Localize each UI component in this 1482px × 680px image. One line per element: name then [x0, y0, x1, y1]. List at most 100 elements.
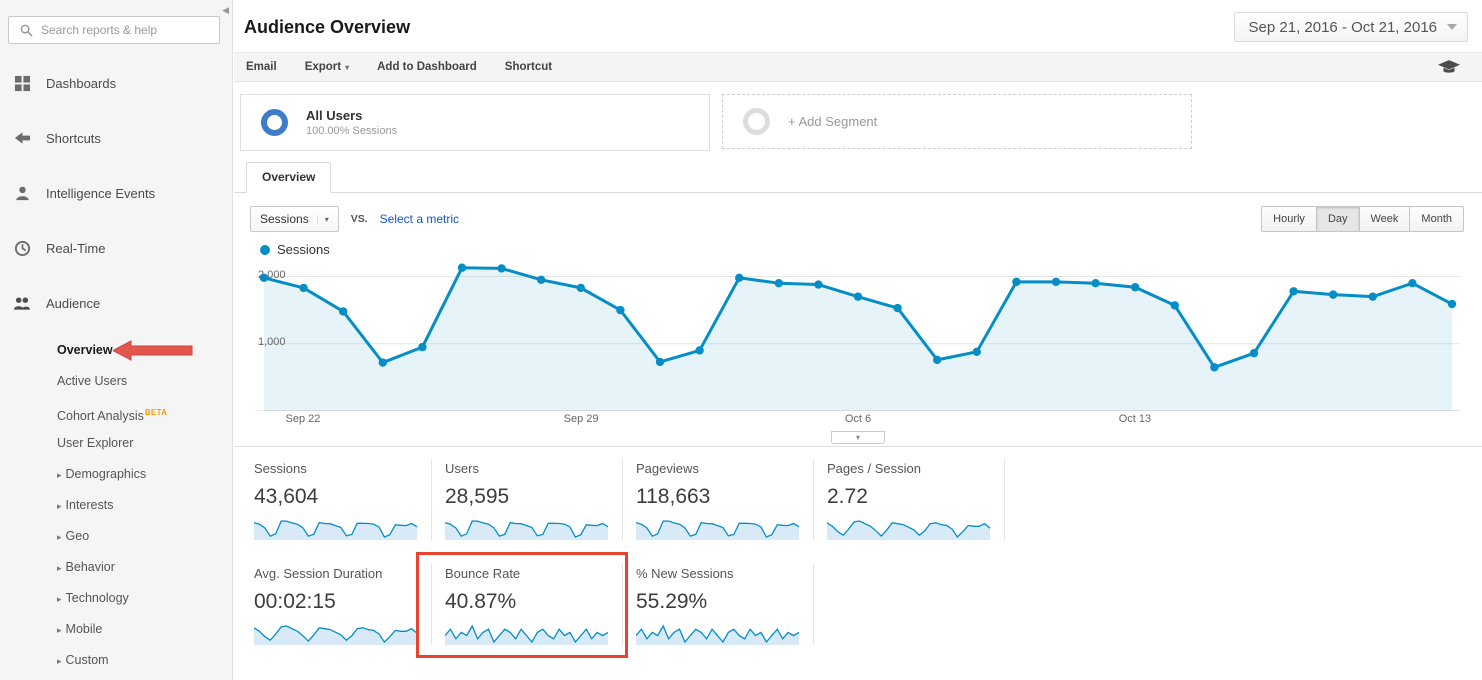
metric-sessions: Sessions 43,604: [254, 459, 432, 540]
y-axis-label: 2,000: [258, 269, 286, 281]
granularity-button-group: Hourly Day Week Month: [1261, 206, 1464, 232]
email-button[interactable]: Email: [246, 61, 277, 73]
chart-legend: Sessions: [234, 242, 1482, 257]
sessions-line-chart[interactable]: [256, 261, 1460, 411]
metric-users: Users 28,595: [432, 459, 623, 540]
date-range-selector[interactable]: Sep 21, 2016 - Oct 21, 2016: [1233, 12, 1468, 42]
subnav-label: Behavior: [65, 560, 115, 574]
metric-value: 43,604: [254, 485, 319, 508]
metric-selector-dropdown[interactable]: Sessions ▾: [250, 206, 339, 232]
metric-bounce-rate: Bounce Rate 40.87%: [416, 552, 628, 658]
sessions-legend-dot-icon: [260, 244, 270, 255]
x-axis-label: Sep 22: [285, 413, 321, 425]
sidebar-item-behavior[interactable]: ▸ Behavior: [0, 552, 232, 583]
add-segment-circle-icon: [743, 108, 770, 135]
caret-down-icon: ▾: [345, 62, 350, 72]
y-axis-label: 1,000: [258, 336, 286, 348]
metric-label: Users: [445, 461, 479, 476]
main-content: Audience Overview Sep 21, 2016 - Oct 21,…: [234, 0, 1482, 680]
select-a-metric-link[interactable]: Select a metric: [379, 212, 460, 226]
search-input[interactable]: [41, 23, 211, 37]
bounce-rate-sparkline: [445, 624, 608, 645]
shortcut-button[interactable]: Shortcut: [505, 61, 552, 73]
metric-label: Avg. Session Duration: [254, 566, 383, 581]
report-header: Audience Overview Sep 21, 2016 - Oct 21,…: [234, 0, 1482, 52]
sidebar-item-label: Intelligence Events: [46, 186, 156, 201]
sidebar-item-interests[interactable]: ▸ Interests: [0, 490, 232, 521]
sidebar-item-mobile[interactable]: ▸ Mobile: [0, 614, 232, 645]
sidebar-item-technology[interactable]: ▸ Technology: [0, 583, 232, 614]
sessions-chart-area: 2,000 1,000: [256, 261, 1460, 411]
metric-value: 40.87%: [445, 590, 517, 613]
scorecard-row: Sessions 43,604 Users 28,595 Pageviews 1…: [254, 459, 1482, 540]
sidebar-collapse-icon[interactable]: ◀: [222, 5, 229, 15]
granularity-hourly-button[interactable]: Hourly: [1261, 206, 1317, 232]
expand-caret-icon: ▸: [57, 532, 62, 542]
subnav-label: Custom: [65, 653, 109, 667]
sidebar-item-demographics[interactable]: ▸ Demographics: [0, 459, 232, 490]
shortcuts-icon: [13, 130, 31, 148]
sidebar-item-label: Dashboards: [46, 76, 117, 91]
avg-session-duration-sparkline: [254, 625, 417, 645]
segment-all-users[interactable]: All Users 100.00% Sessions: [240, 94, 710, 151]
sidebar-item-active-users[interactable]: Active Users: [0, 366, 232, 397]
subnav-label: Cohort Analysis: [57, 409, 144, 424]
sidebar-item-custom[interactable]: ▸ Custom: [0, 645, 232, 676]
chart-collapse-handle[interactable]: ▾: [831, 431, 885, 444]
subnav-label: Active Users: [57, 374, 128, 388]
expand-caret-icon: ▸: [57, 470, 62, 480]
sidebar-item-label: Real-Time: [46, 241, 106, 256]
intelligence-assistant-icon[interactable]: [1438, 60, 1460, 80]
report-toolbar: Email Export ▾ Add to Dashboard Shortcut: [234, 52, 1482, 82]
sidebar-item-user-explorer[interactable]: User Explorer: [0, 428, 232, 459]
users-sparkline: [445, 520, 608, 540]
tab-overview[interactable]: Overview: [246, 162, 332, 193]
beta-badge: BETA: [144, 408, 168, 417]
sidebar-item-cohort-analysis[interactable]: Cohort AnalysisBETA: [0, 397, 232, 428]
caret-down-icon: ▾: [316, 214, 329, 224]
audience-subnav: Overview Active Users Cohort AnalysisBET…: [0, 335, 232, 676]
real-time-clock-icon: [13, 240, 31, 258]
metric-new-sessions: % New Sessions 55.29%: [623, 564, 814, 645]
granularity-month-button[interactable]: Month: [1410, 206, 1464, 232]
scorecard-row: Avg. Session Duration 00:02:15 Bounce Ra…: [254, 552, 1482, 658]
granularity-day-button[interactable]: Day: [1316, 206, 1360, 232]
sidebar-item-audience[interactable]: Audience: [0, 276, 232, 331]
sidebar-item-intelligence-events[interactable]: Intelligence Events: [0, 166, 232, 221]
metric-pageviews: Pageviews 118,663: [623, 459, 814, 540]
expand-caret-icon: ▸: [57, 594, 62, 604]
metric-label: Pageviews: [636, 461, 699, 476]
expand-caret-icon: ▸: [57, 625, 62, 635]
add-to-dashboard-button[interactable]: Add to Dashboard: [377, 61, 477, 73]
granularity-week-button[interactable]: Week: [1359, 206, 1411, 232]
sessions-legend-label: Sessions: [277, 242, 330, 257]
email-label: Email: [246, 61, 277, 73]
metric-avg-session-duration: Avg. Session Duration 00:02:15: [254, 564, 432, 645]
subnav-label: Demographics: [65, 467, 147, 481]
sidebar-item-real-time[interactable]: Real-Time: [0, 221, 232, 276]
subnav-label: Interests: [65, 498, 114, 512]
add-to-dashboard-label: Add to Dashboard: [377, 61, 477, 73]
sidebar-item-overview[interactable]: Overview: [0, 335, 232, 366]
sidebar-item-dashboards[interactable]: Dashboards: [0, 56, 232, 111]
pageviews-sparkline: [636, 520, 799, 540]
subnav-label: Technology: [65, 591, 129, 605]
x-axis-label: Oct 6: [844, 413, 872, 425]
segment-title: All Users: [306, 108, 363, 123]
export-button[interactable]: Export ▾: [305, 61, 349, 73]
vs-label: VS.: [350, 213, 368, 225]
sidebar-item-geo[interactable]: ▸ Geo: [0, 521, 232, 552]
sidebar-item-shortcuts[interactable]: Shortcuts: [0, 111, 232, 166]
metric-label: Sessions: [254, 461, 307, 476]
scorecards: Sessions 43,604 Users 28,595 Pageviews 1…: [234, 447, 1482, 658]
add-segment-button[interactable]: + Add Segment: [722, 94, 1192, 149]
metric-selector-value: Sessions: [260, 212, 309, 226]
chart-controls: Sessions ▾ VS. Select a metric Hourly Da…: [234, 193, 1482, 240]
new-sessions-sparkline: [636, 624, 799, 645]
dashboards-icon: [13, 75, 31, 93]
sidebar-item-label: Shortcuts: [46, 131, 101, 146]
chart-divider: ▾: [234, 431, 1482, 447]
metric-value: 28,595: [445, 485, 510, 508]
sidebar: ◀ Dashboards Shortcuts Intelligence Even…: [0, 0, 233, 680]
